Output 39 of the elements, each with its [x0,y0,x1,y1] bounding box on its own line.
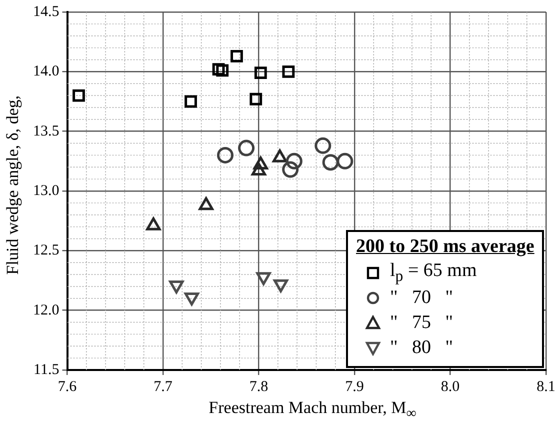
y-axis-title: Fluid wedge angle, δ, deg, [3,94,23,277]
y-tick-label: 13.5 [33,123,60,140]
y-tick-label: 12.0 [33,302,60,318]
x-axis-title: Freestream Mach number, M$_{∞}$ [208,398,418,422]
legend-label: " 80 " [390,336,454,358]
point [282,65,295,78]
x-tick-label: 8.0 [440,378,460,395]
point [238,140,255,156]
x-tick-label: 8.1 [536,378,556,395]
legend-label: l$_{p}$ = 65 mm [390,260,477,286]
legend-label: " 70 " [390,286,454,308]
y-tick-label: 12.5 [33,242,60,259]
y-tick-label: 14.0 [33,64,60,80]
point [322,154,339,171]
point [254,66,267,80]
point [286,152,302,170]
legend-label: " 75 " [390,312,454,334]
x-tick-label: 7.6 [58,378,78,395]
x-tick-label: 7.9 [345,378,364,395]
y-tick-label: 11.5 [34,362,60,378]
point [216,146,234,164]
x-tick-label: 7.7 [154,378,173,395]
x-tick-label: 7.8 [249,378,268,395]
point [72,89,85,102]
point [314,137,332,154]
y-tick-label: 13.0 [33,182,60,199]
point [273,279,288,292]
point [184,292,200,306]
point [336,152,354,170]
point [256,272,271,286]
point [184,95,197,108]
point [250,92,262,106]
point [230,50,243,62]
point [282,161,299,178]
point [216,64,229,77]
y-tick-label: 14.5 [33,4,60,20]
legend-title: 200 to 250 ms average [356,236,534,258]
point [212,63,225,76]
point [169,280,184,294]
